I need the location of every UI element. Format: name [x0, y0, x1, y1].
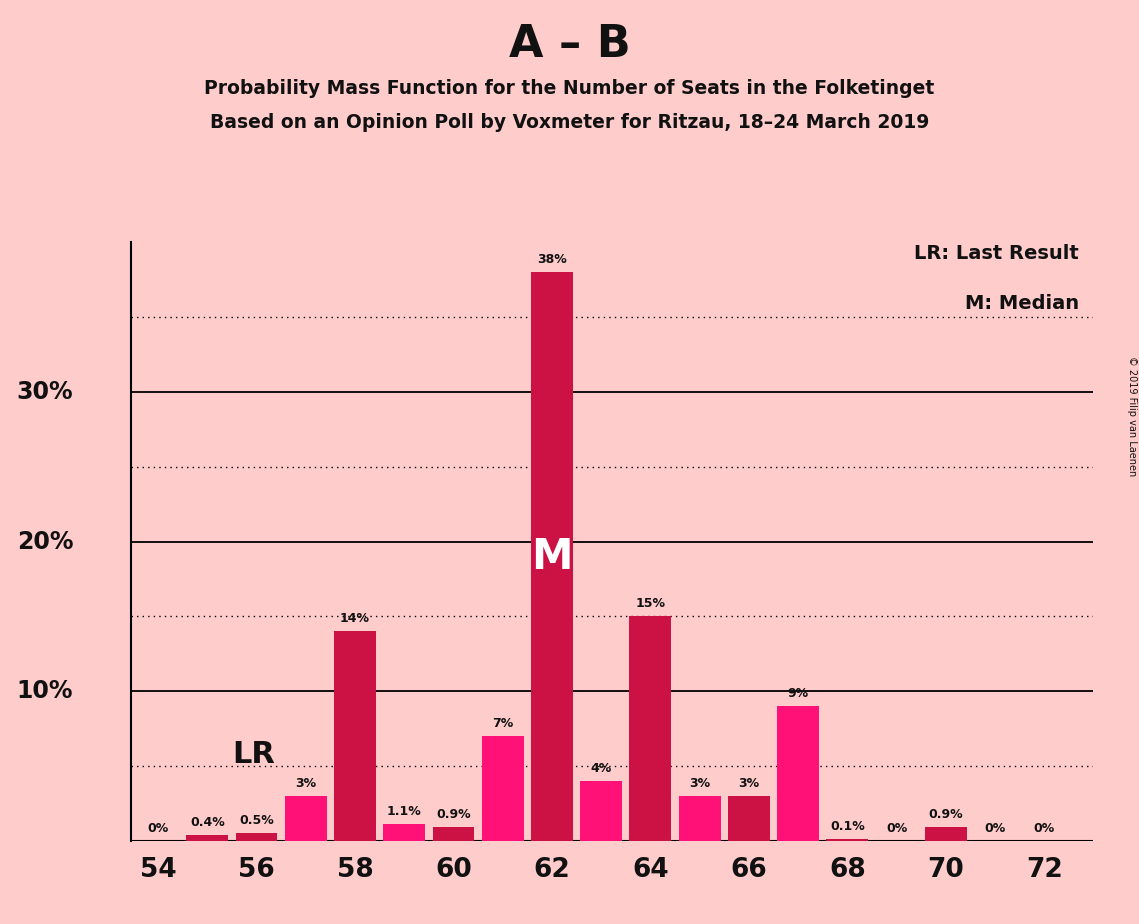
Bar	[433, 827, 474, 841]
Text: 0%: 0%	[147, 821, 169, 835]
Bar	[580, 781, 622, 841]
Text: 38%: 38%	[536, 253, 567, 266]
Text: 7%: 7%	[492, 717, 514, 730]
Text: Based on an Opinion Poll by Voxmeter for Ritzau, 18–24 March 2019: Based on an Opinion Poll by Voxmeter for…	[210, 113, 929, 132]
Bar	[925, 827, 967, 841]
Bar	[531, 273, 573, 841]
Text: 15%: 15%	[636, 598, 665, 611]
Bar	[630, 616, 671, 841]
Text: 0%: 0%	[1033, 821, 1055, 835]
Text: 0%: 0%	[886, 821, 907, 835]
Text: 4%: 4%	[590, 762, 612, 775]
Text: 3%: 3%	[689, 777, 710, 790]
Bar	[285, 796, 327, 841]
Text: 10%: 10%	[17, 679, 73, 703]
Bar	[679, 796, 721, 841]
Text: 14%: 14%	[339, 613, 370, 626]
Text: M: Median: M: Median	[965, 294, 1079, 313]
Text: 0.9%: 0.9%	[436, 808, 470, 821]
Bar	[827, 839, 868, 841]
Bar	[384, 824, 425, 841]
Text: 0.4%: 0.4%	[190, 816, 224, 829]
Text: © 2019 Filip van Laenen: © 2019 Filip van Laenen	[1126, 356, 1137, 476]
Text: A – B: A – B	[509, 23, 630, 67]
Text: 0.5%: 0.5%	[239, 814, 273, 827]
Text: 30%: 30%	[17, 380, 73, 404]
Text: 1.1%: 1.1%	[387, 806, 421, 819]
Text: 20%: 20%	[17, 529, 73, 553]
Bar	[334, 631, 376, 841]
Text: 0.1%: 0.1%	[830, 821, 865, 833]
Text: 3%: 3%	[738, 777, 760, 790]
Bar	[777, 706, 819, 841]
Bar	[236, 833, 278, 841]
Text: 3%: 3%	[295, 777, 317, 790]
Text: LR: Last Result: LR: Last Result	[915, 244, 1079, 263]
Bar	[187, 835, 228, 841]
Text: 0%: 0%	[984, 821, 1006, 835]
Text: 9%: 9%	[787, 687, 809, 700]
Text: Probability Mass Function for the Number of Seats in the Folketinget: Probability Mass Function for the Number…	[204, 79, 935, 98]
Text: M: M	[531, 536, 573, 578]
Text: 0.9%: 0.9%	[928, 808, 964, 821]
Bar	[728, 796, 770, 841]
Bar	[482, 736, 524, 841]
Text: LR: LR	[232, 739, 274, 769]
